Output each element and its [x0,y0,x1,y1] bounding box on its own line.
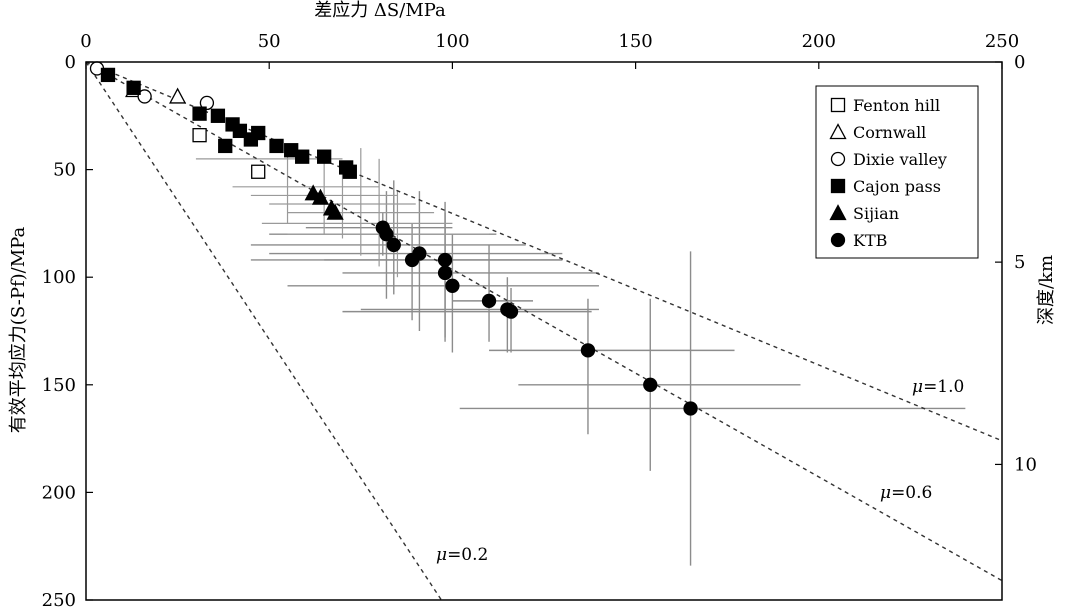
point-cajon-pass [269,138,284,154]
y-tick-label: 0 [65,52,76,73]
point-sijian [311,188,330,205]
point-cajon-pass [100,67,116,83]
friction-lines-layer: μ=1.0 μ=0.6 μ=0.2 [85,61,1003,601]
point-dixie-valley [199,95,215,111]
point-ktb [437,252,453,268]
x-tick-label: 50 [258,31,281,52]
point-ktb [437,265,453,281]
point-ktb [503,304,519,319]
legend-label-dixie-valley: Dixie valley [853,150,947,169]
point-cajon-pass [251,125,266,141]
friction-line-label: μ=1.0 [912,377,964,397]
point-cajon-pass [192,106,207,121]
point-fenton-hill [251,164,266,179]
point-cajon-pass [232,123,248,139]
x-tick-label: 250 [985,31,1019,52]
y-tick-label: 50 [53,160,76,181]
point-ktb [445,278,460,293]
legend-box [815,85,979,259]
point-cajon-pass [126,80,141,95]
x-tick-label: 0 [80,31,91,52]
y-tick-label: 100 [42,267,76,288]
depth-tick-label: 0 [1014,52,1025,73]
legend-label-sijian: Sijian [853,204,899,223]
legend-label-fenton-hill: Fenton hill [853,96,940,115]
point-cajon-pass [295,149,310,164]
point-ktb [683,401,698,416]
legend-marker-cajon-pass [830,178,846,194]
y-tick-label: 200 [42,482,76,503]
point-cajon-pass [342,164,357,179]
plot-frame [85,61,1003,601]
x-tick-label: 100 [435,31,469,52]
legend-marker-ktb [830,232,846,248]
point-fenton-hill [192,128,207,143]
point-ktb [481,293,497,309]
point-cajon-pass [317,149,332,164]
legend-marker-cornwall [829,123,847,140]
legend-marker-dixie-valley [830,151,846,167]
legend-label-cornwall: Cornwall [853,123,926,142]
error-bars-layer [195,148,966,566]
legend-label-cajon-pass: Cajon pass [853,177,941,196]
y-axis-right-title: 深度/km [1036,255,1057,325]
legend-marker-fenton-hill [830,97,846,113]
legend-label-ktb: KTB [853,231,887,250]
x-axis-title: 差应力 ΔS/MPa [314,0,446,21]
x-tick-label: 150 [618,31,652,52]
point-ktb [379,227,394,242]
legend-marker-sijian [829,204,847,221]
friction-line-mu-1.0 [85,61,1003,442]
point-ktb [412,246,427,261]
point-sijian [326,203,344,220]
friction-line-mu-0.2 [85,61,442,601]
y-axis-left-title: 有效平均应力(S-Pf)/MPa [8,227,29,434]
point-ktb [580,343,596,358]
data-points-layer [89,61,698,416]
depth-tick-label: 10 [1014,454,1037,475]
friction-line-label: μ=0.2 [436,545,488,565]
y-tick-label: 150 [42,375,76,396]
legend: Fenton hill Cornwall Dixie valley Cajon pas… [815,85,979,259]
friction-line-label: μ=0.6 [880,483,932,503]
point-ktb [386,237,401,253]
point-dixie-valley [137,89,152,104]
point-cornwall [169,87,187,104]
point-ktb [643,377,658,392]
depth-tick-label: 5 [1014,252,1025,273]
point-cajon-pass [210,108,226,123]
y-tick-label: 250 [42,590,76,611]
x-tick-label: 200 [802,31,836,52]
point-cajon-pass [218,138,233,154]
